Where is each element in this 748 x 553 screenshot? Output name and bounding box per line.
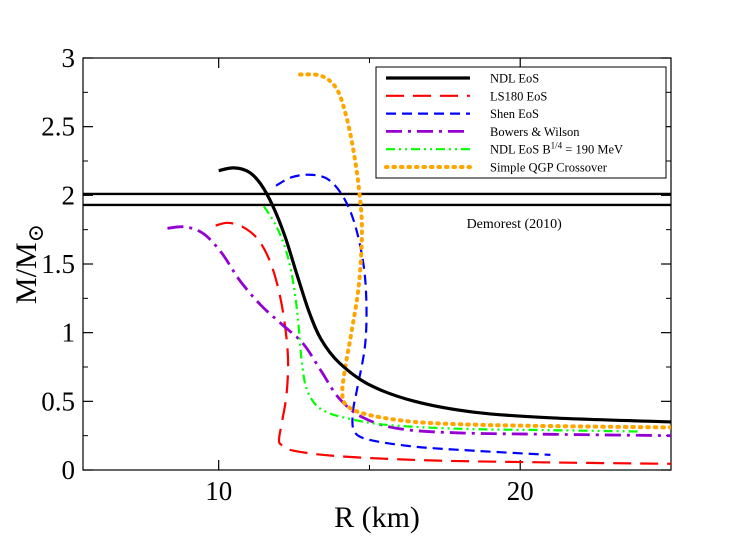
y-tick-label-2: 1 — [62, 318, 76, 348]
series-line-5 — [298, 72, 671, 430]
legend-label-4: NDL EoS B1/4 = 190 MeV — [490, 141, 623, 157]
legend-label-0: NDL EoS — [490, 72, 539, 86]
y-tick-label-0: 0 — [62, 455, 76, 485]
y-axis-title-main: M/M — [10, 242, 43, 304]
legend: NDL EoS LS180 EoS Shen EoS Bowers & Wilson N… — [375, 66, 667, 179]
x-axis-title: R (km) — [334, 501, 420, 534]
series-line-1 — [215, 221, 671, 465]
y-axis-title-sub: ⊙ — [23, 224, 48, 242]
legend-label-1: LS180 EoS — [490, 89, 547, 103]
legend-box — [375, 66, 667, 179]
series-line-0 — [218, 166, 671, 424]
y-tick-label-5: 2.5 — [41, 112, 75, 142]
series-line-4 — [262, 205, 641, 433]
series-group — [167, 72, 671, 465]
y-axis-title: M/M⊙ — [10, 224, 48, 304]
demorest-annotation: Demorest (2010) — [467, 217, 563, 232]
series-line-3 — [167, 225, 671, 438]
legend-label-3: Bowers & Wilson — [490, 125, 580, 139]
x-tick-label-0: 10 — [205, 476, 232, 506]
y-axis-ticks: 0 0.5 1 1.5 2 2.5 3 — [41, 43, 671, 485]
y-tick-label-3: 1.5 — [41, 249, 75, 279]
y-tick-label-6: 3 — [62, 43, 76, 73]
reference-lines — [83, 192, 671, 207]
y-tick-label-1: 0.5 — [41, 386, 75, 416]
legend-label-2: Shen EoS — [490, 107, 539, 121]
y-tick-label-4: 2 — [62, 180, 76, 210]
legend-label-5: Simple QGP Crossover — [490, 161, 608, 175]
x-tick-label-1: 20 — [507, 476, 534, 506]
x-axis-ticks: 10 20 — [205, 58, 672, 506]
svg-text:M/M⊙: M/M⊙ — [10, 224, 48, 304]
series-line-2 — [275, 173, 551, 456]
